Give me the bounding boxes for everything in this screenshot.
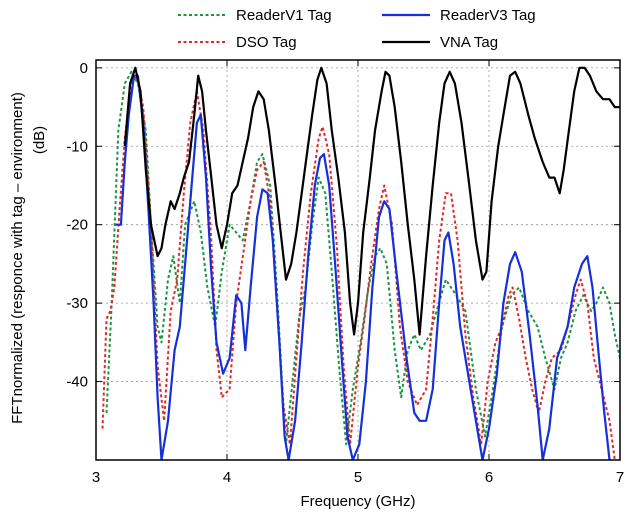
grid: [96, 60, 620, 460]
series-line-4: [123, 66, 620, 336]
y-tick-label: -10: [66, 138, 88, 155]
legend: ReaderV1 Tag DSO Tag ReaderV3 Tag VNA Tag: [178, 7, 536, 51]
y-axis-title-line-2: (dB): [31, 126, 48, 154]
series-line-3: [115, 74, 611, 460]
legend-label-3: ReaderV3 Tag: [440, 7, 536, 24]
legend-label-4: VNA Tag: [440, 34, 498, 51]
y-tick-label: -30: [66, 295, 88, 312]
y-tick-label: 0: [80, 60, 88, 77]
x-tick-label: 4: [223, 469, 231, 486]
legend-label-1: ReaderV1 Tag: [236, 7, 332, 24]
x-tick-label: 3: [92, 469, 100, 486]
series-line-2: [101, 74, 616, 460]
x-tick-label: 7: [616, 469, 624, 486]
x-axis-title: Frequency (GHz): [300, 493, 415, 510]
y-tick-label: -40: [66, 374, 88, 391]
series-layer: [101, 66, 620, 460]
x-tick-label: 6: [485, 469, 493, 486]
axis-ticks: 3 4 5 6 7 0 -10 -20 -30 -40: [66, 60, 624, 486]
legend-label-2: DSO Tag: [236, 34, 297, 51]
y-axis-title-line-1: FFTnormalized (responce with tag – envir…: [9, 92, 26, 424]
y-tick-label: -20: [66, 217, 88, 234]
x-tick-label: 5: [354, 469, 362, 486]
series-line-1: [105, 70, 620, 446]
